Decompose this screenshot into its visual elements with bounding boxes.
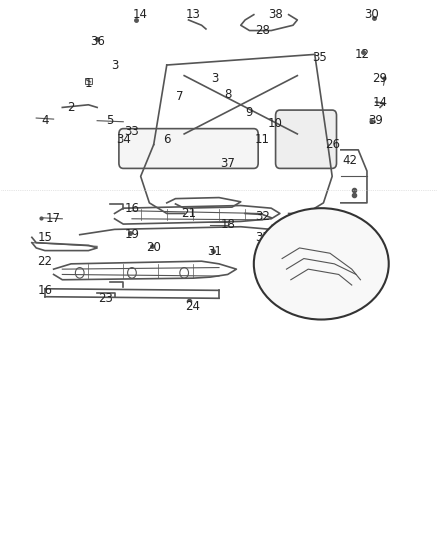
Text: 12: 12	[355, 48, 370, 61]
Text: 26: 26	[325, 138, 339, 151]
Text: 15: 15	[38, 231, 53, 244]
Text: 1: 1	[85, 77, 92, 90]
Text: 32: 32	[255, 209, 270, 223]
Text: 6: 6	[163, 133, 170, 146]
FancyBboxPatch shape	[276, 110, 336, 168]
Text: 3: 3	[211, 72, 218, 85]
Text: 22: 22	[37, 255, 53, 268]
Text: 33: 33	[124, 125, 139, 138]
Text: 21: 21	[181, 207, 196, 220]
Text: 8: 8	[224, 87, 231, 101]
Text: 13: 13	[185, 8, 200, 21]
Text: 11: 11	[255, 133, 270, 146]
Text: 14: 14	[133, 8, 148, 21]
Text: 28: 28	[255, 24, 270, 37]
Text: 10: 10	[268, 117, 283, 130]
Text: 2: 2	[67, 101, 75, 114]
Text: 31: 31	[207, 245, 222, 258]
Text: 3: 3	[111, 59, 118, 71]
Text: 33: 33	[255, 231, 270, 244]
FancyBboxPatch shape	[119, 128, 258, 168]
Text: 4: 4	[41, 114, 49, 127]
Text: 24: 24	[185, 300, 201, 313]
Text: 16: 16	[37, 284, 53, 297]
Text: 34: 34	[116, 133, 131, 146]
Bar	[85, 78, 92, 84]
Text: 35: 35	[312, 51, 326, 63]
Text: 7: 7	[176, 90, 184, 103]
Text: 19: 19	[124, 228, 139, 241]
Text: 29: 29	[373, 72, 388, 85]
Text: 40: 40	[307, 263, 322, 276]
Text: 14: 14	[373, 95, 388, 109]
Text: 16: 16	[124, 201, 139, 215]
Text: 42: 42	[342, 154, 357, 167]
Ellipse shape	[254, 208, 389, 319]
Text: 18: 18	[220, 217, 235, 231]
Text: 37: 37	[220, 157, 235, 169]
Text: 30: 30	[364, 8, 379, 21]
Text: 36: 36	[90, 35, 105, 47]
Text: 20: 20	[146, 241, 161, 254]
Text: 39: 39	[368, 114, 383, 127]
Text: 25: 25	[286, 220, 300, 233]
Text: 17: 17	[46, 212, 61, 225]
Text: 5: 5	[106, 114, 114, 127]
Text: 38: 38	[268, 8, 283, 21]
Text: 23: 23	[99, 292, 113, 305]
Text: 9: 9	[246, 106, 253, 119]
